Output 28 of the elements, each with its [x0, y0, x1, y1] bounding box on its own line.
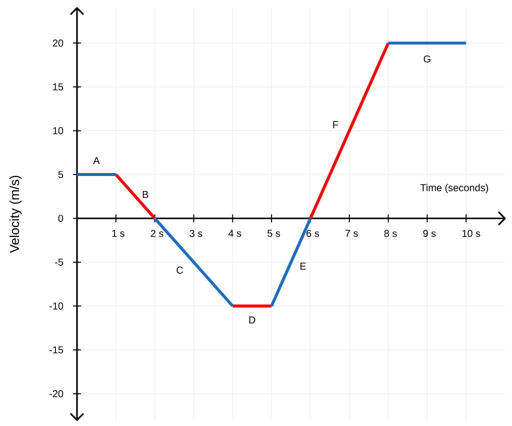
annotation: E — [300, 262, 306, 270]
x-axis-title: Time (seconds) — [420, 184, 488, 194]
x-tick-label: 4 s — [228, 230, 242, 237]
y-tick-label: 15 — [53, 83, 64, 90]
y-tick-label: -20 — [49, 390, 64, 398]
y-tick-label: 5 — [58, 171, 64, 178]
y-axis-title: Velocity (m/s) — [10, 176, 22, 253]
y-tick-label: 10 — [53, 127, 64, 134]
x-tick-label: 7 s — [345, 230, 358, 237]
annotation: A — [93, 157, 100, 164]
x-tick-label: 5 s — [268, 230, 280, 237]
y-tick-label: 0 — [58, 214, 64, 222]
y-tick-label: 20 — [52, 40, 64, 47]
annotation: D — [249, 316, 256, 324]
x-tick-label: 9 s — [423, 230, 436, 237]
y-tick-label: -5 — [55, 258, 64, 266]
x-tick-label: 10 s — [462, 230, 480, 237]
annotation: B — [142, 191, 148, 198]
y-tick-label: -15 — [49, 346, 64, 354]
x-tick-label: 3 s — [190, 230, 202, 237]
y-tick-label: -10 — [49, 302, 64, 310]
x-tick-label: 8 s — [384, 230, 397, 237]
x-tick-label: 1 s — [112, 230, 124, 237]
x-tick-label: 2 s — [150, 230, 164, 237]
annotation: F — [333, 121, 338, 128]
annotation: G — [424, 55, 430, 63]
annotation: C — [176, 266, 184, 274]
x-tick-label: 6 s — [306, 230, 319, 237]
